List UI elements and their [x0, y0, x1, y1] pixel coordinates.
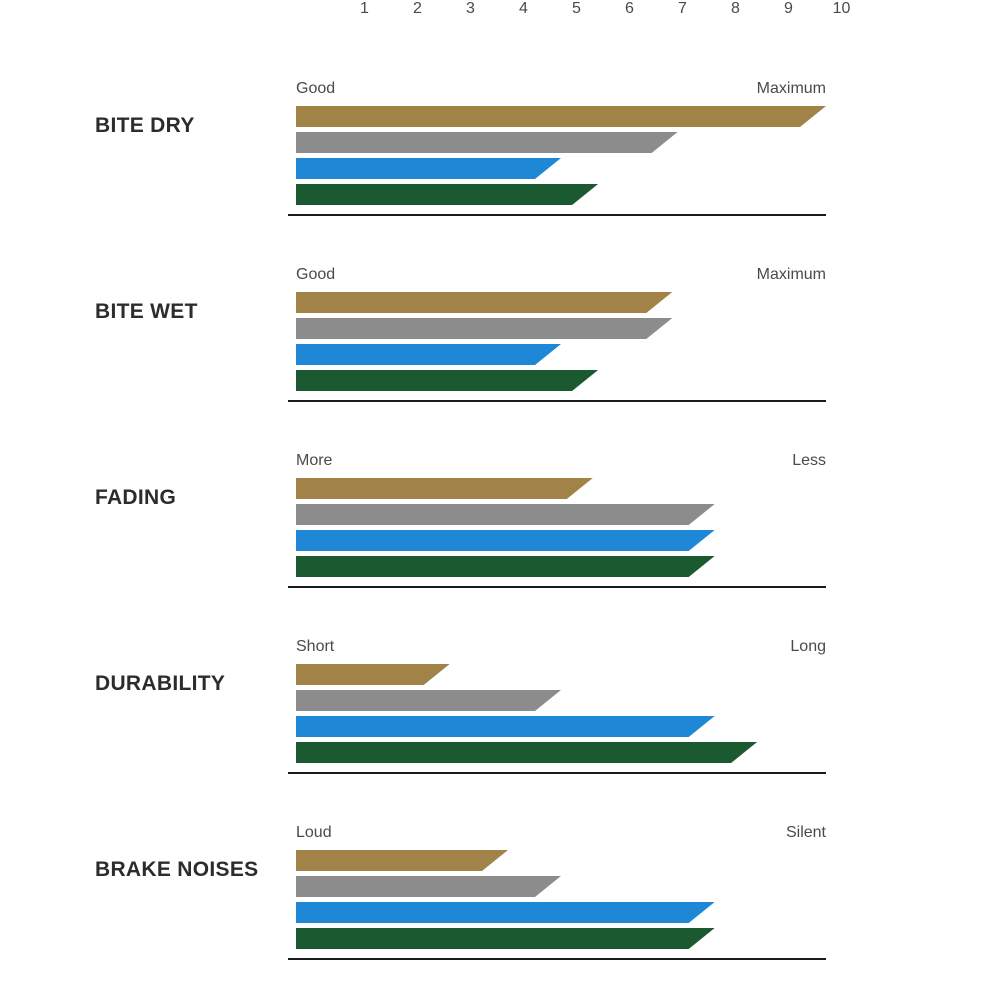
scale-tick: 5: [550, 0, 603, 18]
bar-series-4: [296, 742, 757, 763]
bar-row: [296, 292, 826, 313]
scale-axis: 12345678910: [338, 0, 868, 18]
bar-row: [296, 850, 826, 871]
bars-group: [296, 292, 826, 396]
scale-label-right: Maximum: [706, 266, 826, 284]
bar-series-3: [296, 344, 561, 365]
bar-row: [296, 106, 826, 127]
bar-series-1: [296, 292, 672, 313]
bar-row: [296, 158, 826, 179]
bar-series-2: [296, 876, 561, 897]
comparison-chart-page: 12345678910 BITE DRY Good Maximum BITE WET G…: [0, 0, 1000, 1000]
bar-row: [296, 664, 826, 685]
scale-label-right: Long: [706, 638, 826, 656]
bars-group: [296, 664, 826, 768]
scale-tick: 4: [497, 0, 550, 18]
bar-series-3: [296, 158, 561, 179]
baseline: [288, 958, 826, 960]
bar-row: [296, 876, 826, 897]
bar-series-1: [296, 106, 826, 127]
bar-series-1: [296, 850, 508, 871]
bar-series-2: [296, 690, 561, 711]
baseline: [288, 214, 826, 216]
scale-tick: 6: [603, 0, 656, 18]
bar-series-1: [296, 478, 593, 499]
bar-row: [296, 344, 826, 365]
bar-series-4: [296, 556, 715, 577]
bar-series-4: [296, 928, 715, 949]
scale-label-left: Good: [296, 266, 335, 284]
bar-series-3: [296, 902, 715, 923]
scale-label-right: Silent: [706, 824, 826, 842]
bar-series-2: [296, 504, 715, 525]
scale-tick: 2: [391, 0, 444, 18]
bar-row: [296, 370, 826, 391]
scale-tick: 7: [656, 0, 709, 18]
bar-series-3: [296, 530, 715, 551]
bar-row: [296, 556, 826, 577]
chart-title: DURABILITY: [95, 672, 285, 696]
bars-group: [296, 850, 826, 954]
bar-series-3: [296, 716, 715, 737]
bar-series-1: [296, 664, 450, 685]
scale-label-left: More: [296, 452, 332, 470]
bar-row: [296, 132, 826, 153]
scale-label-right: Maximum: [706, 80, 826, 98]
bar-row: [296, 504, 826, 525]
chart-title: FADING: [95, 486, 285, 510]
baseline: [288, 400, 826, 402]
scale-tick: 3: [444, 0, 497, 18]
scale-label-left: Loud: [296, 824, 332, 842]
bar-series-4: [296, 184, 598, 205]
bar-series-2: [296, 318, 672, 339]
bar-row: [296, 690, 826, 711]
scale-label-left: Good: [296, 80, 335, 98]
bar-row: [296, 902, 826, 923]
bar-row: [296, 318, 826, 339]
scale-label-right: Less: [706, 452, 826, 470]
scale-tick: 9: [762, 0, 815, 18]
chart-title: BRAKE NOISES: [95, 858, 285, 882]
baseline: [288, 586, 826, 588]
scale-label-left: Short: [296, 638, 334, 656]
bar-series-4: [296, 370, 598, 391]
chart-title: BITE DRY: [95, 114, 285, 138]
bar-row: [296, 716, 826, 737]
bar-row: [296, 742, 826, 763]
chart-title: BITE WET: [95, 300, 285, 324]
bar-row: [296, 478, 826, 499]
scale-tick: 8: [709, 0, 762, 18]
bar-row: [296, 184, 826, 205]
bars-group: [296, 478, 826, 582]
scale-tick: 1: [338, 0, 391, 18]
bars-group: [296, 106, 826, 210]
baseline: [288, 772, 826, 774]
scale-tick: 10: [815, 0, 868, 18]
bar-series-2: [296, 132, 678, 153]
bar-row: [296, 928, 826, 949]
bar-row: [296, 530, 826, 551]
